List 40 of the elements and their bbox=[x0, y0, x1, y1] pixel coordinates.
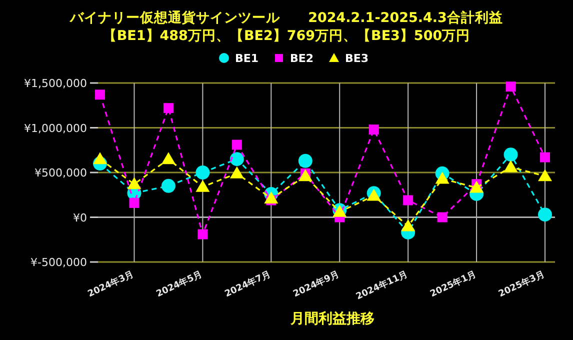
point bbox=[264, 191, 278, 204]
point bbox=[504, 160, 518, 172]
point bbox=[161, 152, 176, 164]
point bbox=[95, 90, 105, 100]
legend-label: BE1 bbox=[235, 52, 259, 65]
point bbox=[129, 198, 140, 208]
point bbox=[232, 140, 242, 150]
point bbox=[538, 169, 552, 182]
chart-title: バイナリー仮想通貨サインツール 2024.2.1-2025.4.3合計利益 bbox=[69, 10, 503, 26]
point bbox=[298, 169, 312, 182]
point bbox=[403, 195, 414, 206]
point bbox=[161, 178, 176, 193]
point bbox=[470, 180, 484, 193]
point bbox=[93, 152, 107, 164]
y-tick-label: ¥500,000 bbox=[34, 166, 87, 180]
point bbox=[196, 180, 210, 192]
point bbox=[127, 177, 142, 190]
point bbox=[504, 148, 518, 162]
point bbox=[198, 229, 208, 240]
point bbox=[368, 124, 379, 135]
legend-label: BE2 bbox=[290, 52, 314, 65]
point bbox=[163, 103, 174, 114]
point bbox=[298, 154, 312, 168]
y-tick-label: ¥1,500,000 bbox=[24, 77, 87, 90]
point bbox=[196, 166, 210, 180]
point bbox=[437, 212, 448, 222]
y-tick-label: ¥0 bbox=[73, 211, 87, 224]
point bbox=[401, 219, 416, 232]
point bbox=[230, 152, 244, 166]
chart-subtitle: 【BE1】488万円、【BE2】769万円、【BE3】500万円 bbox=[102, 28, 470, 44]
point bbox=[538, 208, 552, 222]
legend-label: BE3 bbox=[345, 52, 369, 65]
point bbox=[366, 188, 381, 201]
point bbox=[435, 172, 450, 184]
point bbox=[540, 152, 550, 162]
point bbox=[230, 166, 244, 178]
point bbox=[506, 82, 516, 92]
x-axis-title: 月間利益推移 bbox=[290, 311, 374, 327]
y-tick-label: ¥1,000,000 bbox=[24, 122, 87, 135]
y-tick-label: ¥-500,000 bbox=[30, 256, 87, 269]
